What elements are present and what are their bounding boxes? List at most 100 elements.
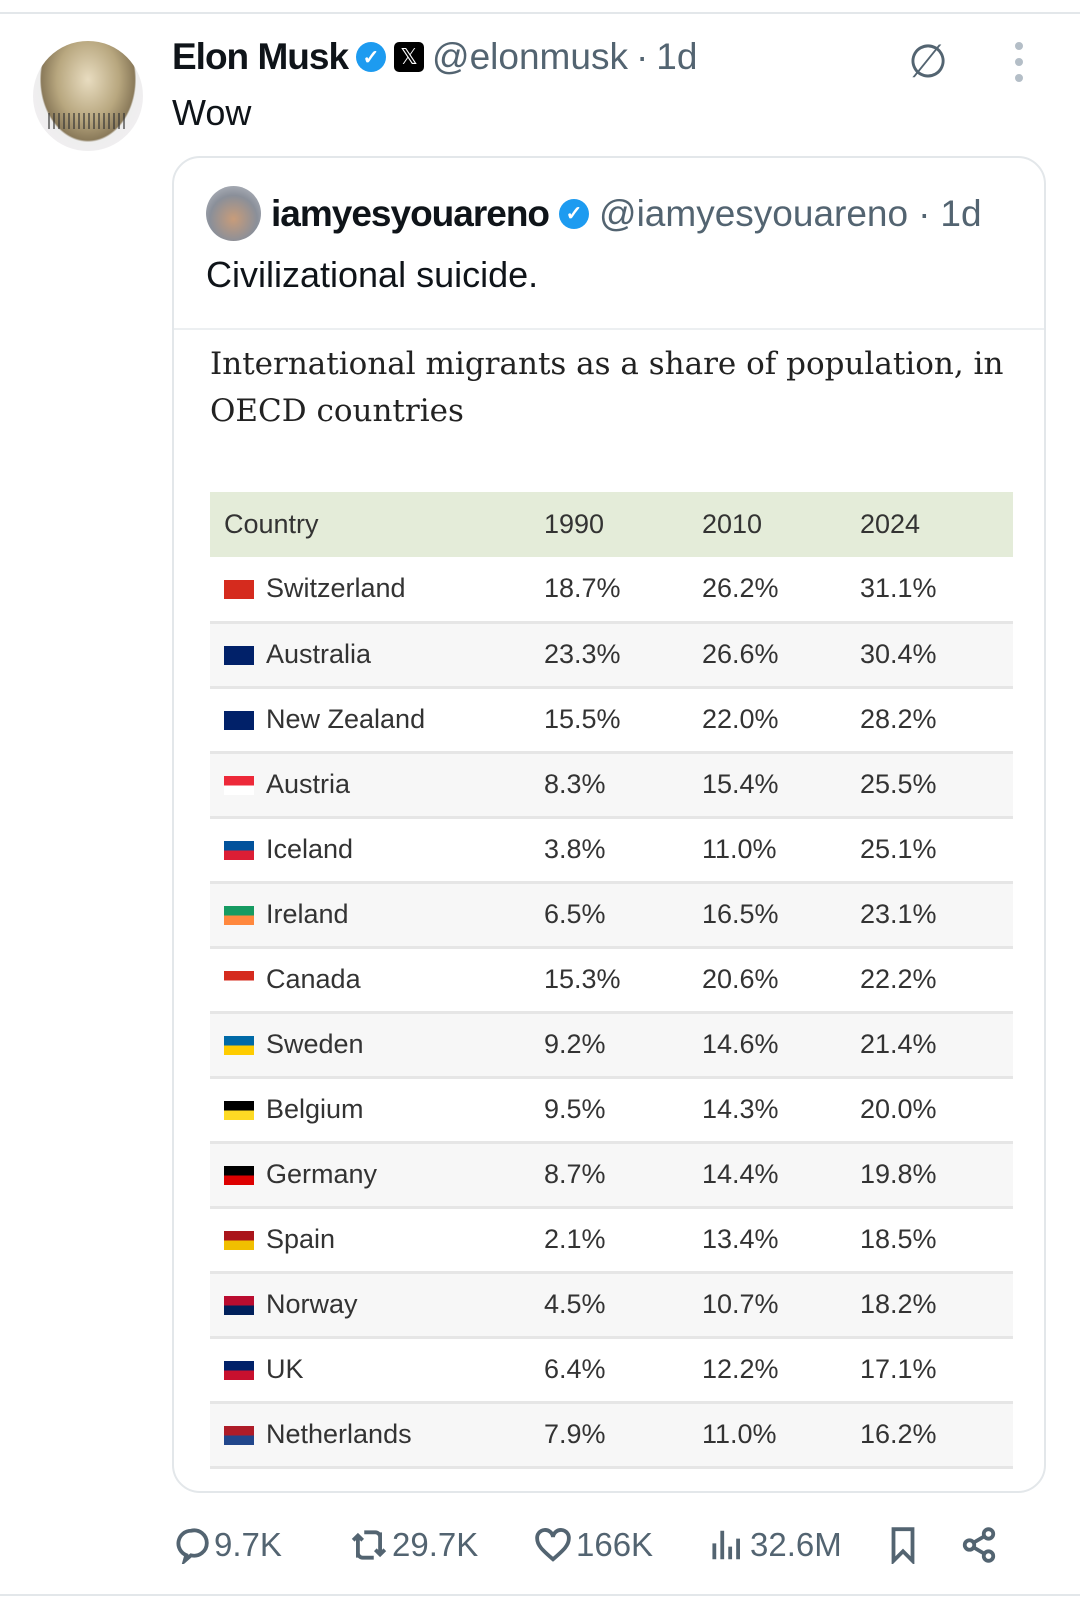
table-title: International migrants as a share of pop… (210, 346, 1004, 429)
flag-icon (224, 1426, 254, 1445)
value-cell: 21.4% (846, 1012, 1013, 1079)
post-text: Wow (172, 92, 252, 133)
value-cell: 4.5% (530, 1272, 688, 1339)
table-row: New Zealand 15.5% 22.0% 28.2% (210, 687, 1013, 754)
migrants-table: Country 1990 2010 2024 Switzerland 18.7% 26.2… (210, 492, 1013, 1469)
repost-count: 29.7K (392, 1526, 479, 1563)
verified-badge-icon: ✓ (559, 198, 590, 229)
country-name: Belgium (266, 1094, 364, 1124)
value-cell: 20.0% (846, 1077, 1013, 1144)
value-cell: 16.2% (846, 1402, 1013, 1469)
value-cell: 28.2% (846, 687, 1013, 754)
flag-icon (224, 1296, 254, 1315)
value-cell: 7.9% (530, 1402, 688, 1469)
table-row: Norway 4.5% 10.7% 18.2% (210, 1272, 1013, 1339)
country-cell: Spain (210, 1207, 530, 1274)
flag-icon (224, 1101, 254, 1120)
flag-icon (224, 1231, 254, 1250)
flag-icon (224, 580, 254, 600)
value-cell: 19.8% (846, 1142, 1013, 1209)
value-cell: 22.2% (846, 947, 1013, 1014)
flag-icon (224, 646, 254, 665)
value-cell: 13.4% (688, 1207, 846, 1274)
reply-button[interactable]: 9.7K (172, 1520, 282, 1570)
country-cell: Norway (210, 1272, 530, 1339)
country-name: Austria (266, 769, 351, 799)
value-cell: 12.2% (688, 1337, 846, 1404)
table-row: Switzerland 18.7% 26.2% 31.1% (210, 557, 1013, 624)
value-cell: 25.5% (846, 752, 1013, 819)
value-cell: 18.5% (846, 1207, 1013, 1274)
value-cell: 9.2% (530, 1012, 688, 1079)
heart-icon (535, 1528, 571, 1562)
value-cell: 31.1% (846, 557, 1013, 624)
country-cell: UK (210, 1337, 530, 1404)
table-row: Spain 2.1% 13.4% 18.5% (210, 1207, 1013, 1274)
quoted-header: iamyesyouareno ✓ @iamyesyouareno · 1d (206, 186, 982, 241)
flag-icon (224, 906, 254, 925)
country-cell: Switzerland (210, 557, 530, 624)
flag-icon (224, 1036, 254, 1055)
repost-button[interactable]: 29.7K (350, 1520, 478, 1570)
value-cell: 11.0% (688, 1402, 846, 1469)
value-cell: 10.7% (688, 1272, 846, 1339)
country-cell: New Zealand (210, 687, 530, 754)
quoted-post[interactable]: iamyesyouareno ✓ @iamyesyouareno · 1d Ci… (172, 156, 1046, 1493)
country-cell: Germany (210, 1142, 530, 1209)
more-options-icon[interactable] (1015, 42, 1023, 82)
value-cell: 14.6% (688, 1012, 846, 1079)
value-cell: 9.5% (530, 1077, 688, 1144)
value-cell: 3.8% (530, 817, 688, 884)
value-cell: 2.1% (530, 1207, 688, 1274)
author-handle[interactable]: @elonmusk (432, 36, 628, 77)
grok-icon[interactable]: ∅ (908, 35, 949, 87)
table-row: Netherlands 7.9% 11.0% 16.2% (210, 1402, 1013, 1469)
column-header: 1990 (530, 492, 688, 557)
table-row: Austria 8.3% 15.4% 25.5% (210, 752, 1013, 819)
share-button[interactable] (960, 1520, 998, 1570)
author-avatar[interactable] (33, 41, 143, 151)
bookmark-button[interactable] (884, 1520, 922, 1570)
country-cell: Canada (210, 947, 530, 1014)
quoted-text: Civilizational suicide. (206, 254, 539, 295)
value-cell: 15.5% (530, 687, 688, 754)
country-name: Netherlands (266, 1419, 412, 1449)
country-cell: Sweden (210, 1012, 530, 1079)
flag-icon (224, 841, 254, 860)
country-name: Spain (266, 1224, 336, 1254)
views-icon (712, 1530, 740, 1560)
country-name: UK (266, 1354, 304, 1384)
value-cell: 23.1% (846, 882, 1013, 949)
views-button[interactable]: 32.6M (708, 1520, 842, 1570)
action-bar: 9.7K 29.7K 166K 32.6M (172, 1520, 1032, 1570)
flag-icon (224, 711, 254, 730)
country-cell: Austria (210, 752, 530, 819)
value-cell: 15.4% (688, 752, 846, 819)
value-cell: 18.7% (530, 557, 688, 624)
quoted-handle: @iamyesyouareno (599, 192, 909, 234)
flag-icon (224, 776, 254, 795)
post-time[interactable]: 1d (656, 36, 698, 77)
author-name[interactable]: Elon Musk (172, 36, 349, 77)
repost-icon (351, 1530, 387, 1560)
table-row: Australia 23.3% 26.6% 30.4% (210, 622, 1013, 689)
bookmark-icon (891, 1527, 915, 1564)
reply-count: 9.7K (214, 1526, 282, 1563)
value-cell: 16.5% (688, 882, 846, 949)
country-cell: Belgium (210, 1077, 530, 1144)
country-name: Germany (266, 1159, 378, 1189)
dot-separator: · (918, 192, 931, 234)
table-row: Sweden 9.2% 14.6% 21.4% (210, 1012, 1013, 1079)
verified-badge-icon: ✓ (356, 42, 387, 72)
country-name: Sweden (266, 1029, 364, 1059)
value-cell: 25.1% (846, 817, 1013, 884)
country-cell: Australia (210, 622, 530, 689)
table-row: Belgium 9.5% 14.3% 20.0% (210, 1077, 1013, 1144)
flag-icon (224, 1361, 254, 1380)
value-cell: 30.4% (846, 622, 1013, 689)
table-row: Iceland 3.8% 11.0% 25.1% (210, 817, 1013, 884)
like-button[interactable]: 166K (534, 1520, 653, 1570)
x-affiliation-icon: 𝕏 (394, 42, 425, 72)
country-name: Iceland (266, 834, 354, 864)
value-cell: 6.4% (530, 1337, 688, 1404)
